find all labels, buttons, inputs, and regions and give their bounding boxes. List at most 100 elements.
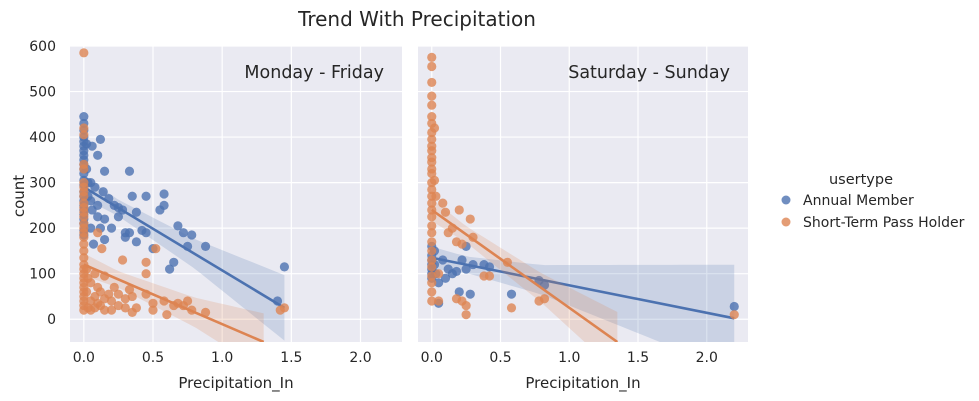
legend-title: usertype: [829, 172, 893, 188]
x-tick-label: 0.5: [489, 350, 511, 366]
data-point: [82, 287, 92, 297]
x-tick-label: 2.0: [349, 350, 371, 366]
data-point: [90, 182, 100, 192]
data-point: [427, 184, 437, 195]
x-tick-label: 1.0: [558, 350, 580, 366]
data-point: [131, 303, 141, 313]
confidence-band: [83, 253, 264, 342]
data-point: [141, 191, 151, 201]
data-point: [187, 230, 197, 240]
data-point: [182, 296, 193, 306]
data-point: [427, 296, 437, 306]
data-point: [427, 111, 437, 122]
legend-marker-short-term: [781, 217, 791, 227]
data-point: [465, 289, 475, 299]
data-point: [93, 212, 103, 222]
data-point: [427, 246, 437, 256]
data-point: [427, 228, 437, 238]
data-point: [427, 100, 437, 110]
y-tick-label: 600: [29, 39, 56, 55]
data-point: [93, 200, 103, 210]
y-tick-label: 200: [29, 221, 56, 237]
data-point: [162, 310, 172, 320]
data-point: [93, 150, 103, 160]
data-point: [427, 52, 437, 62]
data-point: [117, 255, 128, 265]
data-point: [451, 266, 462, 277]
data-point: [440, 273, 451, 283]
data-point: [427, 255, 437, 265]
data-point: [109, 282, 119, 292]
plot-area: [427, 52, 739, 342]
data-point: [99, 166, 110, 176]
data-point: [159, 200, 169, 210]
y-tick-label: 400: [29, 130, 56, 146]
data-point: [440, 207, 451, 217]
panel-title: Monday - Friday: [244, 63, 384, 83]
data-point: [434, 278, 444, 288]
data-point: [79, 191, 89, 201]
data-point: [539, 294, 550, 304]
data-point: [427, 212, 437, 222]
data-point: [427, 146, 437, 156]
data-point: [427, 262, 437, 272]
data-point: [427, 221, 437, 231]
data-point: [131, 207, 141, 217]
data-point: [165, 264, 175, 274]
x-axis-label: Precipitation_In: [525, 374, 640, 393]
regression-line: [83, 263, 265, 342]
x-tick-label: 0.0: [73, 350, 95, 366]
data-point: [141, 269, 151, 279]
data-point: [99, 214, 110, 224]
confidence-band: [431, 246, 735, 342]
data-point: [95, 134, 106, 144]
data-point: [86, 196, 96, 206]
data-point: [506, 289, 517, 299]
data-point: [279, 303, 290, 313]
legend-label-short-term: Short-Term Pass Holder: [803, 215, 965, 231]
data-point: [427, 287, 437, 297]
y-tick-label: 0: [47, 312, 56, 328]
data-point: [106, 296, 117, 306]
data-point: [427, 77, 437, 88]
data-point: [79, 246, 89, 256]
data-point: [120, 294, 130, 304]
data-point: [429, 175, 440, 185]
data-point: [438, 198, 448, 208]
data-point: [279, 262, 290, 272]
data-point: [431, 191, 441, 201]
data-point: [131, 237, 141, 247]
data-point: [97, 244, 107, 254]
data-point: [127, 191, 137, 201]
data-point: [461, 264, 471, 274]
data-point: [124, 228, 135, 238]
data-point: [427, 198, 437, 208]
data-point: [79, 130, 89, 140]
data-point: [427, 91, 437, 101]
data-point: [79, 232, 89, 242]
data-point: [113, 289, 124, 299]
data-point: [79, 164, 89, 174]
x-axis-label: Precipitation_In: [178, 374, 293, 393]
data-point: [79, 123, 89, 133]
data-point: [151, 244, 161, 254]
data-point: [98, 187, 108, 197]
data-point: [159, 189, 169, 199]
data-point: [454, 205, 464, 215]
data-point: [484, 271, 495, 281]
data-point: [461, 300, 471, 311]
data-point: [427, 157, 437, 167]
data-point: [427, 237, 437, 247]
data-point: [506, 303, 517, 313]
data-point: [99, 305, 110, 315]
data-point: [200, 241, 211, 251]
data-point: [120, 303, 130, 313]
x-tick-label: 1.0: [211, 350, 233, 366]
x-tick-label: 2.0: [696, 350, 718, 366]
legend: usertype Annual Member Short-Term Pass H…: [781, 172, 965, 231]
data-point: [169, 257, 179, 267]
data-point: [465, 214, 475, 224]
data-point: [178, 228, 189, 238]
data-point: [148, 305, 158, 315]
